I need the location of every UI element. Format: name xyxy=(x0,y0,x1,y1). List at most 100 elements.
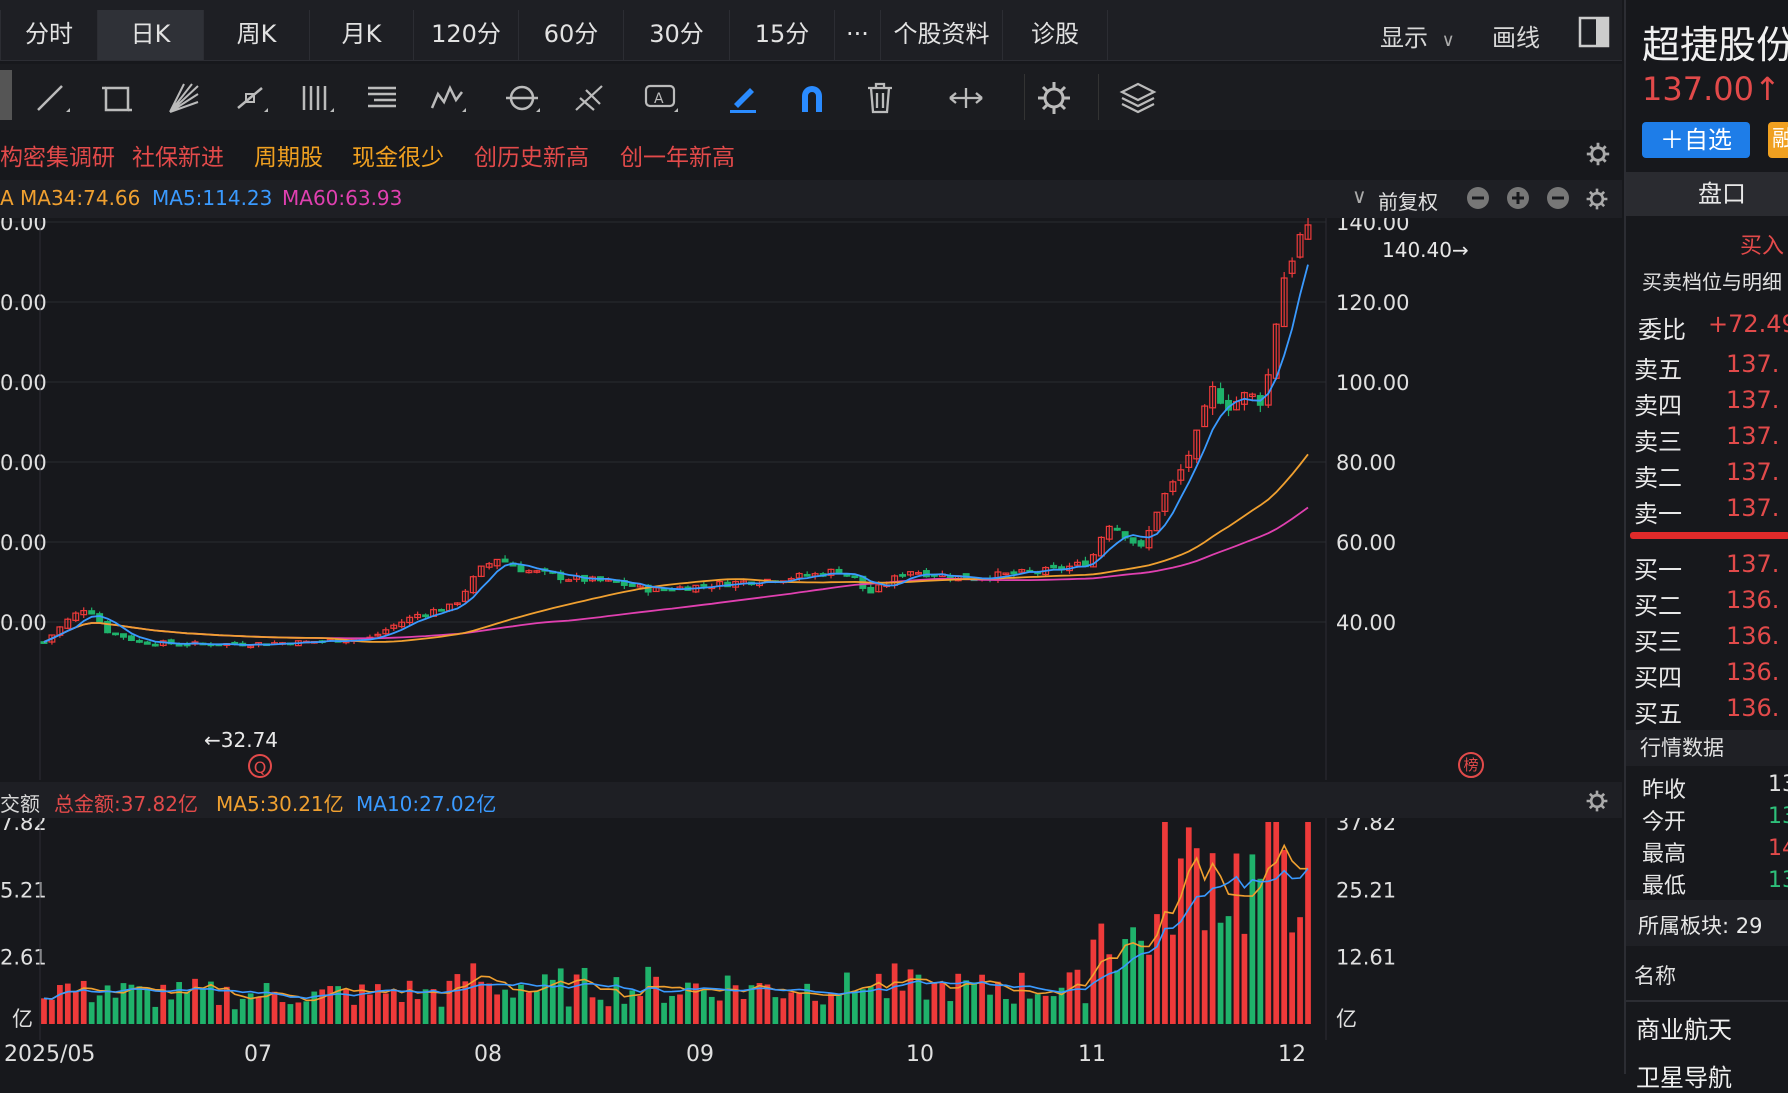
tab-15min[interactable]: 15分 xyxy=(729,10,834,60)
tab-60min[interactable]: 60分 xyxy=(518,10,623,60)
toolbar-handle[interactable] xyxy=(0,70,12,120)
text-lines-tool-icon[interactable] xyxy=(362,78,402,118)
candle-body xyxy=(120,633,127,638)
candle-body xyxy=(1002,572,1010,576)
magnet-icon[interactable] xyxy=(792,78,832,118)
volume-bar xyxy=(1305,822,1311,1024)
line-tool-icon[interactable] xyxy=(32,78,72,118)
trash-icon[interactable] xyxy=(860,78,900,118)
ask-label: 卖四 xyxy=(1634,392,1682,420)
highlighter-icon[interactable] xyxy=(724,78,764,118)
more-tabs-button[interactable]: ··· xyxy=(834,10,880,60)
volume-bar xyxy=(1185,827,1192,1024)
volume-bar xyxy=(637,996,644,1024)
draw-line-button[interactable]: 画线 xyxy=(1492,24,1540,52)
bid-price: 136. xyxy=(1726,586,1780,614)
tag-cyclical[interactable]: 周期股 xyxy=(254,145,323,171)
weibi-label: 委比 xyxy=(1638,316,1686,344)
volume-bar xyxy=(859,989,866,1024)
tab-120min[interactable]: 120分 xyxy=(413,10,518,60)
text-annotation-icon[interactable]: A xyxy=(640,78,680,118)
buy-in-button[interactable]: 买入 xyxy=(1740,234,1785,259)
minimize-icon[interactable] xyxy=(1546,186,1570,210)
stock-price: 137.00↑ - xyxy=(1642,70,1788,108)
candle-body xyxy=(422,614,430,618)
kline-chart[interactable]: 140.00 0.00 120.00 0.00 100.00 0.00 80.00 0.00 6… xyxy=(0,211,1622,780)
order-book-title[interactable]: 买卖档位与明细 xyxy=(1642,270,1782,294)
tab-stock-profile[interactable]: 个股资料 xyxy=(880,10,1002,60)
volume-bar xyxy=(947,1001,954,1024)
fib-tool-icon[interactable] xyxy=(570,78,610,118)
candle-body xyxy=(151,643,159,647)
margin-badge[interactable]: 融 xyxy=(1768,122,1788,158)
tab-30min[interactable]: 30分 xyxy=(623,10,729,60)
quote-value: 13 xyxy=(1768,868,1788,893)
wave-tool-icon[interactable] xyxy=(428,78,468,118)
tag-survey[interactable]: 构密集调研 xyxy=(0,145,115,171)
tab-monthly-k[interactable]: 月K xyxy=(309,10,413,60)
ranking-badge[interactable]: 榜 xyxy=(1458,752,1484,778)
volume-bar xyxy=(828,993,834,1024)
candle-body xyxy=(485,563,493,568)
panel-toggle-icon[interactable] xyxy=(1578,16,1610,48)
volume-bar xyxy=(311,991,318,1024)
volume-legend-bar: 交额 总金额:37.82亿 MA5:30.21亿 MA10:27.02亿 xyxy=(0,782,1622,818)
sector-item[interactable]: 卫星导航 xyxy=(1636,1064,1732,1092)
candle-body xyxy=(1074,561,1081,566)
volume-bar xyxy=(541,974,548,1024)
gear-icon[interactable] xyxy=(1584,788,1610,814)
volume-bar xyxy=(486,983,493,1024)
tag-year-high[interactable]: 创一年新高 xyxy=(620,145,735,171)
tab-daily-k[interactable]: 日K xyxy=(97,10,203,60)
volume-bar xyxy=(1201,930,1208,1024)
volume-bar xyxy=(963,980,970,1024)
tab-weekly-k[interactable]: 周K xyxy=(203,10,309,60)
order-balance-bar xyxy=(1630,532,1788,539)
volume-tick-left: 5.21 xyxy=(0,878,47,902)
expand-horizontal-icon[interactable] xyxy=(946,78,986,118)
segment-tool-icon[interactable] xyxy=(230,78,270,118)
candle-body xyxy=(438,608,445,612)
max-price-marker: 140.40→ xyxy=(1382,238,1469,262)
volume-bar xyxy=(351,1004,357,1024)
volume-bar xyxy=(494,994,500,1024)
tag-social-security[interactable]: 社保新进 xyxy=(132,145,224,171)
volume-bar xyxy=(1193,848,1200,1024)
volume-bar xyxy=(661,1002,667,1024)
add-watchlist-button[interactable]: ＋自选 xyxy=(1642,122,1750,158)
gear-icon[interactable] xyxy=(1584,140,1612,168)
gear-icon[interactable] xyxy=(1034,78,1074,118)
volume-bar xyxy=(438,1006,445,1024)
q-badge[interactable]: Q xyxy=(248,754,272,778)
quote-label: 最低 xyxy=(1642,874,1687,899)
tab-diagnose[interactable]: 诊股 xyxy=(1002,10,1108,60)
candle-body xyxy=(1217,388,1225,404)
volume-bar xyxy=(1130,927,1136,1024)
volume-bar xyxy=(359,984,365,1024)
candle-body xyxy=(795,572,803,579)
layers-icon[interactable] xyxy=(1118,78,1158,118)
tab-pankou[interactable]: 盘口 xyxy=(1626,172,1788,216)
candle-body xyxy=(1105,525,1113,540)
candle-body xyxy=(390,624,398,629)
cycle-tool-icon[interactable] xyxy=(502,78,542,118)
tag-all-time-high[interactable]: 创历史新高 xyxy=(474,145,589,171)
volume-bar xyxy=(279,1002,286,1024)
vertical-lines-tool-icon[interactable] xyxy=(296,78,336,118)
zoom-out-icon[interactable] xyxy=(1466,186,1490,210)
adjust-select[interactable]: 前复权 xyxy=(1378,190,1438,214)
volume-bar xyxy=(605,1006,612,1024)
volume-bar xyxy=(557,968,564,1024)
candle-body xyxy=(628,583,636,587)
zoom-in-icon[interactable] xyxy=(1506,186,1530,210)
gear-icon[interactable] xyxy=(1584,186,1610,212)
rectangle-tool-icon[interactable] xyxy=(98,78,138,118)
tag-low-cash[interactable]: 现金很少 xyxy=(352,145,444,171)
volume-bar xyxy=(1058,987,1065,1024)
volume-bar xyxy=(526,992,532,1024)
sector-item[interactable]: 商业航天 xyxy=(1636,1016,1732,1044)
display-menu[interactable]: 显示 ∨ xyxy=(1380,18,1455,53)
fan-tool-icon[interactable] xyxy=(164,78,204,118)
volume-chart[interactable]: 37.82 7.82 25.21 5.21 12.61 2.61 亿亿 xyxy=(0,811,1622,1040)
tab-intraday[interactable]: 分时 xyxy=(0,10,97,60)
